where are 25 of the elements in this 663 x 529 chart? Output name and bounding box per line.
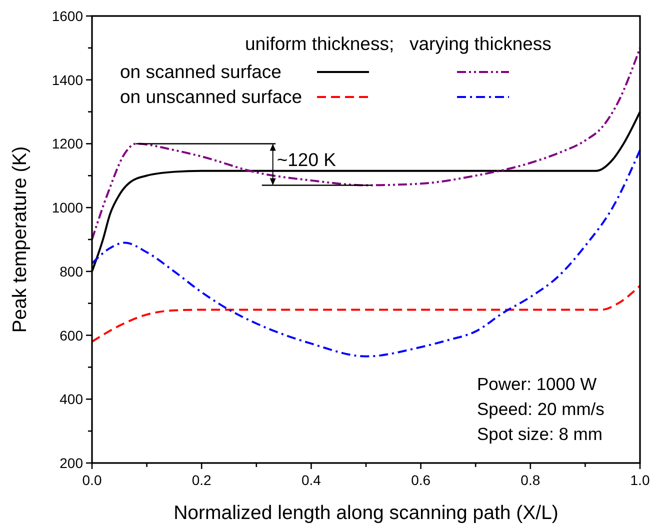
line-series [91, 149, 641, 358]
y-tick-label: 1000 [52, 200, 84, 216]
annotation: Speed: 20 mm/s [477, 399, 605, 419]
x-tick-label: 0.6 [411, 472, 431, 488]
y-tick-label: 1600 [52, 8, 84, 24]
legend-title: uniform thickness; varying thickness [245, 33, 552, 54]
annotation: ~120 K [276, 148, 337, 170]
y-tick-label: 1400 [52, 72, 84, 88]
x-axis-title: Normalized length along scanning path (X/L) [174, 502, 558, 524]
annotation: Spot size: 8 mm [477, 424, 602, 444]
y-tick-label: 600 [60, 327, 84, 344]
legend-label: on scanned surface [120, 61, 282, 82]
y-tick-label: 800 [60, 263, 84, 280]
x-tick-label: 0.2 [192, 472, 212, 488]
x-tick-label: 0.8 [520, 472, 540, 488]
x-tick-label: 0.0 [82, 472, 102, 488]
annotation: Power: 1000 W [477, 374, 598, 394]
legend-label: on unscanned surface [120, 86, 302, 107]
y-axis-title: Peak temperature (K) [9, 146, 31, 333]
y-tick-label: 1200 [52, 136, 84, 152]
line-series [91, 284, 641, 343]
x-tick-label: 0.4 [301, 472, 322, 488]
y-tick-label: 200 [60, 455, 84, 471]
y-tick-label: 400 [60, 391, 84, 408]
x-tick-label: 1.0 [630, 472, 650, 488]
